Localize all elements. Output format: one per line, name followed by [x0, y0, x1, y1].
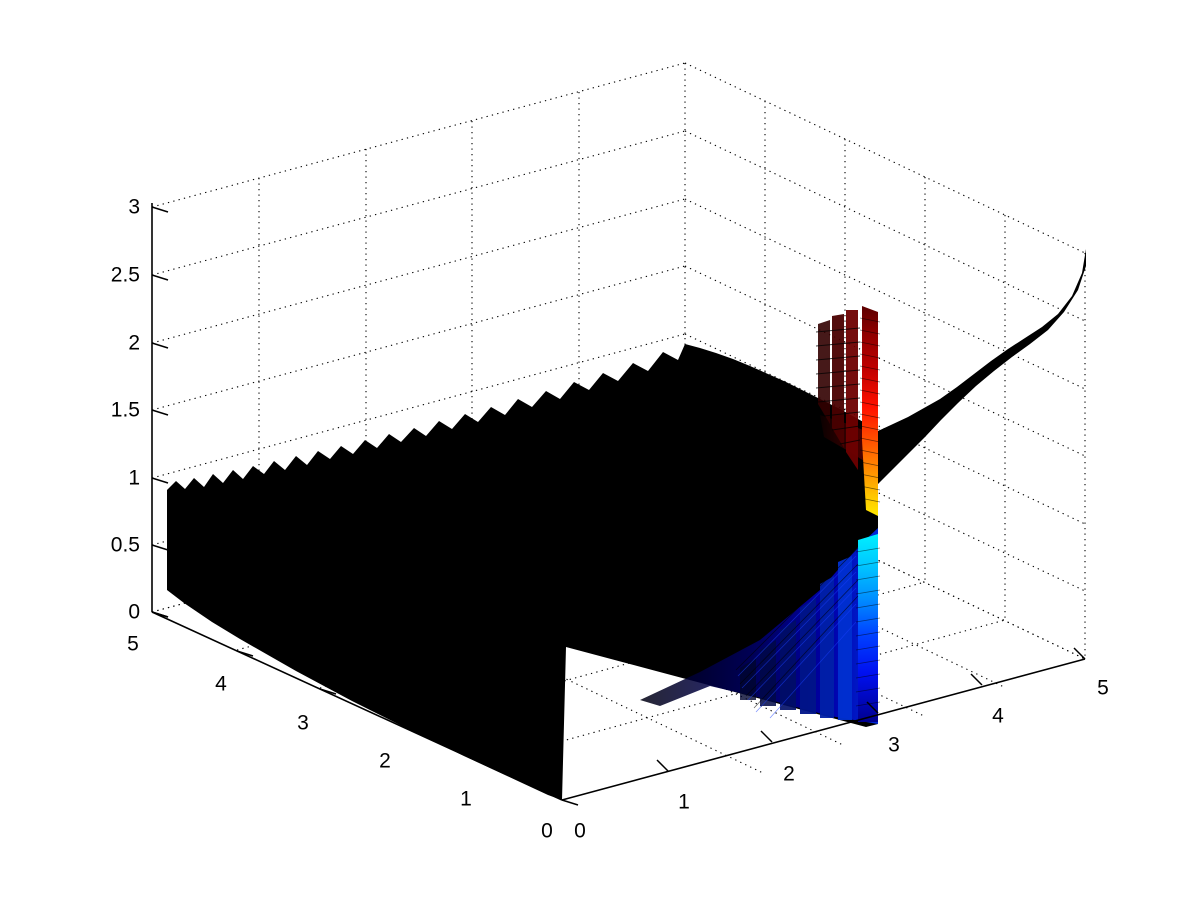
cut-face-warm: [860, 306, 881, 516]
surface-tail-dark: [878, 249, 1086, 484]
surface-body-dark: [167, 344, 878, 800]
axis-y: [151, 611, 563, 801]
y-tick-label: 4: [215, 672, 227, 696]
z-tick-label: 1: [128, 466, 140, 490]
x-tick-label: 5: [1097, 676, 1109, 700]
z-tick-label: 0: [128, 600, 140, 624]
z-tick-label: 2.5: [110, 263, 140, 287]
z-tick-label: 1.5: [110, 398, 140, 422]
y-tick-label: 1: [460, 787, 472, 811]
x-tick-label: 3: [888, 733, 900, 757]
y-tick-label: 0: [541, 819, 553, 843]
y-tick-label: 5: [127, 632, 139, 656]
cut-face-cool-ribs: [735, 547, 859, 720]
y-tick-label: 3: [297, 711, 309, 735]
x-tick-label: 4: [992, 704, 1004, 728]
cut-face-warm-ribs: [815, 310, 861, 470]
x-tick-label: 2: [783, 762, 795, 786]
axis-x: [561, 658, 1086, 801]
tick-marks-y: [151, 611, 579, 806]
x-tick-label: 0: [574, 819, 586, 843]
cut-face-cool-fill: [858, 534, 878, 722]
cut-face-cool: [855, 534, 881, 722]
tick-marks-z: [151, 206, 169, 618]
z-tick-label: 0.5: [110, 533, 140, 557]
tick-marks-x: [550, 647, 1086, 801]
x-tick-label: 1: [678, 790, 690, 814]
z-tick-label: 3: [128, 195, 140, 219]
z-tick-label: 2: [128, 331, 140, 355]
surface-inner-blue-bleed: [640, 528, 878, 724]
y-tick-label: 2: [379, 749, 391, 773]
axis-lines: [151, 203, 1086, 801]
